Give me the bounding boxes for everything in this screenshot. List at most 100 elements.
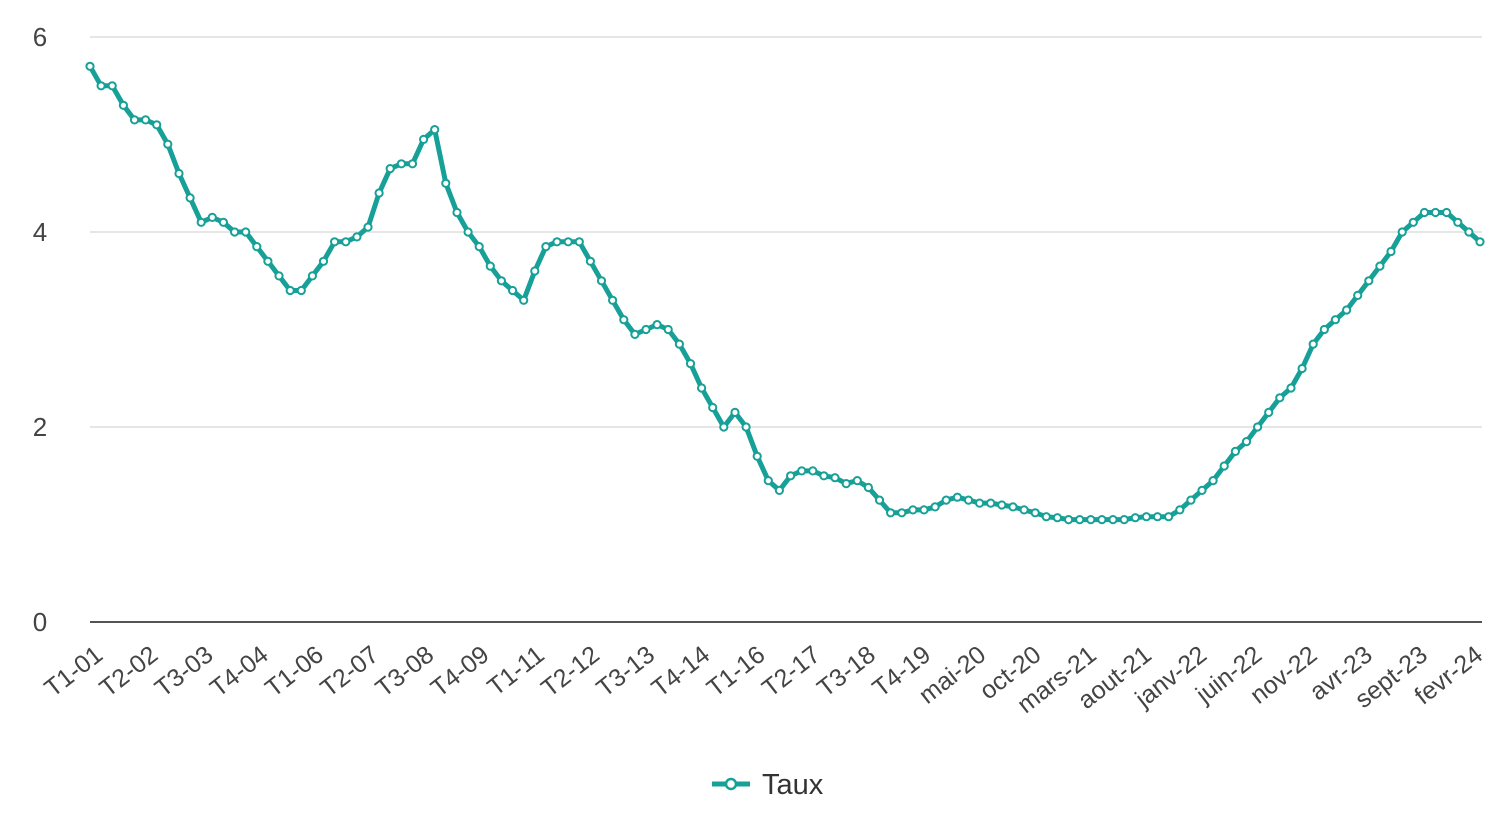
data-point [252,242,262,252]
data-point [1175,505,1185,515]
data-point [385,164,395,174]
data-point [407,159,418,169]
data-point [986,498,996,508]
y-tick-label: 0 [33,607,47,637]
data-point [1364,276,1374,286]
data-point [608,295,618,305]
data-point [1375,261,1385,271]
data-point [1297,363,1307,374]
data-point [496,276,506,286]
data-point [463,227,473,237]
data-point [519,295,529,305]
data-point [541,242,551,252]
data-point [207,212,217,222]
data-point [507,285,518,296]
x-tick-label: T1-06 [260,640,329,702]
data-point [1064,515,1074,525]
data-point [997,500,1007,510]
data-point [685,359,696,369]
data-point [752,451,762,461]
data-point [1475,237,1485,247]
data-point [1230,446,1241,456]
data-point [919,505,929,515]
x-tick-label: T1-01 [39,640,108,702]
data-point [530,266,540,276]
data-point [1241,437,1252,447]
data-point [941,495,951,505]
data-point [419,134,429,144]
data-point [474,242,484,252]
data-point [141,115,151,125]
x-tick-label: T1-11 [482,640,549,701]
data-point [808,466,818,476]
data-point [630,329,640,339]
data-point [363,222,373,232]
gridlines [90,36,1482,428]
data-point [552,237,562,247]
data-point [596,276,607,286]
data-point [1275,393,1285,403]
data-point [441,178,451,188]
series-taux [85,61,1485,525]
data-point [1141,512,1152,522]
data-point [730,407,740,417]
data-point [574,237,584,247]
x-tick-label: T3-08 [371,640,440,702]
data-point [774,485,785,495]
data-point [1319,324,1329,335]
data-point [852,476,862,486]
x-tick-label: T3-03 [150,640,219,702]
data-point [1308,339,1318,349]
legend[interactable]: Taux [712,769,824,801]
data-point [1253,422,1263,432]
data-point [163,139,173,149]
x-tick-label: T4-14 [647,640,716,702]
data-point [1386,246,1396,257]
data-point [374,188,384,198]
data-point [1197,485,1207,495]
data-point [1152,512,1163,522]
data-point [1008,502,1018,512]
data-point [741,422,751,432]
data-point [663,324,673,335]
x-axis: T1-01T2-02T3-03T4-04T1-06T2-07T3-08T4-09… [39,621,1488,719]
data-point [886,508,896,518]
data-point [975,498,985,508]
data-point [1408,217,1418,227]
data-point [274,271,284,281]
data-point [1342,305,1352,315]
data-point [196,217,206,227]
data-point [619,315,629,325]
data-point [1353,290,1363,300]
data-point [674,339,685,349]
data-point [230,227,240,237]
x-tick-label: T3-13 [591,640,660,702]
x-tick-label: T4-09 [426,640,495,702]
data-point [1030,508,1040,518]
data-point [330,237,340,247]
x-tick-label: T2-17 [757,640,826,702]
data-point [1219,461,1229,471]
data-point [1052,513,1063,523]
y-tick-label: 6 [33,22,47,52]
data-point [341,237,351,247]
data-point [218,217,228,227]
x-tick-label: T2-12 [536,640,605,702]
data-point [652,320,662,330]
data-point [352,232,362,242]
x-tick-label: T3-18 [812,640,881,702]
data-point [1208,476,1218,486]
data-point [452,207,462,218]
data-point [786,471,796,481]
data-point [1419,207,1430,218]
data-point [1130,513,1140,523]
data-point [863,482,874,493]
data-point [1041,512,1051,522]
data-point [1186,495,1196,505]
data-point [585,256,596,266]
data-point [174,168,184,179]
data-point [1397,227,1407,237]
data-point [96,81,106,91]
data-point [563,237,573,247]
